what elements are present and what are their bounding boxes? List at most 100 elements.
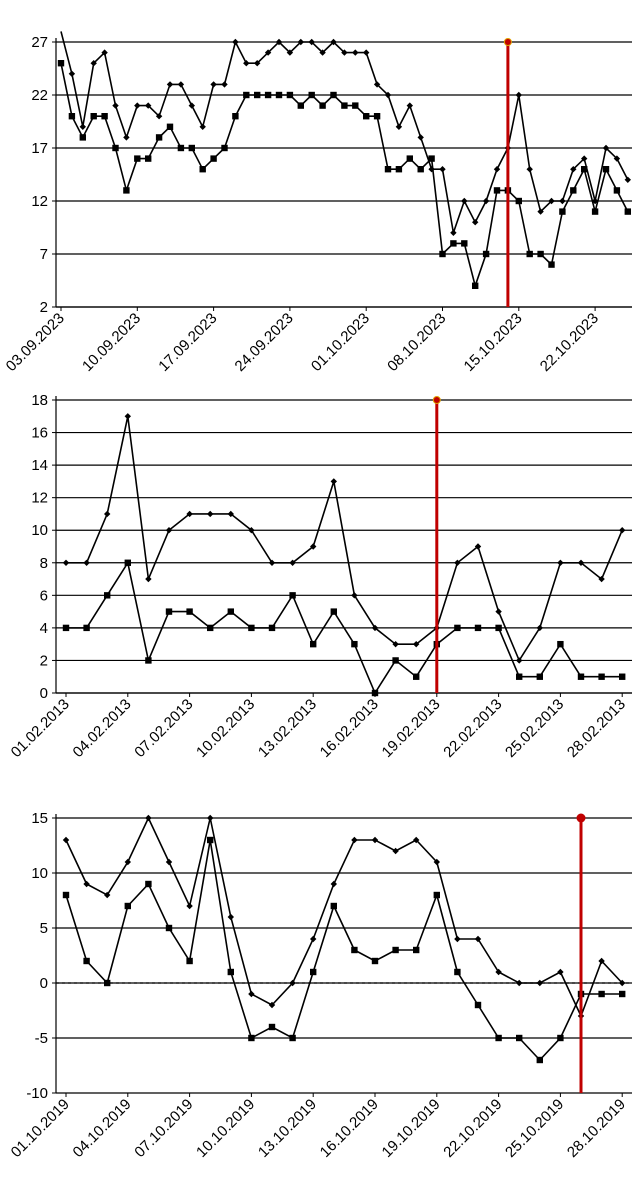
data-point-diamond	[104, 510, 111, 518]
data-point-square	[537, 250, 544, 258]
data-point-diamond	[559, 197, 566, 205]
y-tick-label: 2	[40, 299, 48, 316]
data-point-diamond	[454, 559, 461, 566]
data-point-square	[62, 624, 70, 632]
data-point-square	[134, 155, 141, 162]
data-point-diamond	[268, 559, 276, 566]
y-tick-label: 16	[31, 425, 48, 442]
data-point-diamond	[310, 543, 317, 550]
data-point-square	[373, 113, 381, 120]
data-point-diamond	[199, 123, 206, 130]
data-point-diamond	[406, 102, 413, 109]
data-point-square	[363, 113, 370, 120]
data-point-square	[557, 1034, 564, 1042]
data-point-diamond	[275, 38, 283, 46]
data-point-diamond	[186, 902, 193, 910]
data-point-diamond	[536, 979, 543, 987]
marker-dot	[576, 813, 586, 823]
data-point-square	[264, 91, 272, 99]
data-point-diamond	[155, 113, 163, 120]
data-point-diamond	[474, 935, 482, 943]
data-point-diamond	[472, 219, 479, 226]
data-point-square	[352, 102, 359, 109]
data-point-diamond	[330, 478, 337, 485]
data-point-square	[351, 640, 358, 648]
data-point-square	[145, 657, 152, 664]
data-point-square	[207, 624, 214, 632]
data-point-diamond	[454, 935, 461, 943]
data-point-diamond	[248, 527, 255, 534]
data-point-square	[495, 624, 502, 632]
data-point-diamond	[308, 38, 315, 46]
data-point-square	[516, 673, 523, 680]
data-point-square	[515, 197, 522, 205]
data-point-square	[308, 91, 315, 99]
data-point-square	[384, 166, 392, 173]
y-tick-label: 27	[31, 34, 48, 51]
data-point-square	[165, 608, 173, 615]
data-point-square	[371, 689, 379, 697]
data-point-square	[254, 91, 261, 99]
data-point-diamond	[165, 858, 173, 866]
data-point-square	[319, 102, 326, 109]
data-point-diamond	[619, 979, 626, 987]
data-point-square	[548, 261, 555, 268]
data-point-diamond	[352, 49, 359, 56]
data-point-diamond	[495, 608, 502, 615]
data-point-diamond	[482, 197, 490, 205]
data-point-square	[598, 673, 605, 680]
data-point-diamond	[413, 640, 420, 648]
data-point-square	[428, 155, 435, 162]
data-point-diamond	[177, 81, 185, 88]
marker-dot	[503, 38, 512, 46]
data-point-square	[439, 250, 446, 258]
data-point-square	[474, 624, 482, 632]
data-point-diamond	[474, 543, 482, 550]
data-point-diamond	[112, 102, 119, 109]
data-point-diamond	[373, 81, 381, 88]
data-point-square	[248, 1034, 255, 1042]
data-point-square	[495, 1034, 502, 1042]
data-point-diamond	[248, 990, 255, 998]
y-tick-label: 0	[40, 685, 48, 702]
data-point-diamond	[232, 38, 239, 46]
data-point-square	[613, 187, 621, 194]
data-point-diamond	[461, 197, 468, 205]
data-point-diamond	[371, 836, 379, 844]
data-point-square	[536, 673, 543, 680]
data-point-square	[330, 902, 337, 910]
data-point-diamond	[439, 166, 446, 173]
y-tick-label: 22	[31, 87, 48, 104]
data-point-square	[392, 657, 399, 664]
data-point-square	[450, 240, 457, 247]
data-point-diamond	[577, 559, 585, 566]
data-point-square	[536, 1056, 543, 1064]
data-point-square	[602, 166, 610, 173]
data-point-square	[433, 891, 440, 899]
data-point-square	[227, 608, 234, 615]
data-point-square	[83, 957, 90, 965]
data-point-square	[297, 102, 304, 109]
data-point-diamond	[123, 134, 130, 141]
data-point-square	[413, 946, 420, 954]
data-point-square	[68, 113, 76, 120]
data-point-square	[557, 640, 564, 648]
data-point-square	[341, 102, 348, 109]
y-tick-label: 17	[31, 140, 48, 157]
data-point-diamond	[145, 102, 152, 109]
data-point-diamond	[515, 91, 522, 99]
data-point-diamond	[254, 60, 261, 67]
data-point-diamond	[363, 49, 370, 56]
data-point-diamond	[83, 559, 90, 566]
data-point-diamond	[591, 197, 599, 205]
y-tick-label: 10	[31, 522, 48, 539]
data-point-square	[289, 592, 296, 599]
series-line-square	[66, 560, 623, 693]
y-tick-label: -10	[26, 1085, 48, 1102]
data-point-square	[177, 144, 185, 152]
data-point-square	[516, 1034, 523, 1042]
data-point-square	[248, 624, 255, 632]
data-point-square	[371, 957, 379, 965]
